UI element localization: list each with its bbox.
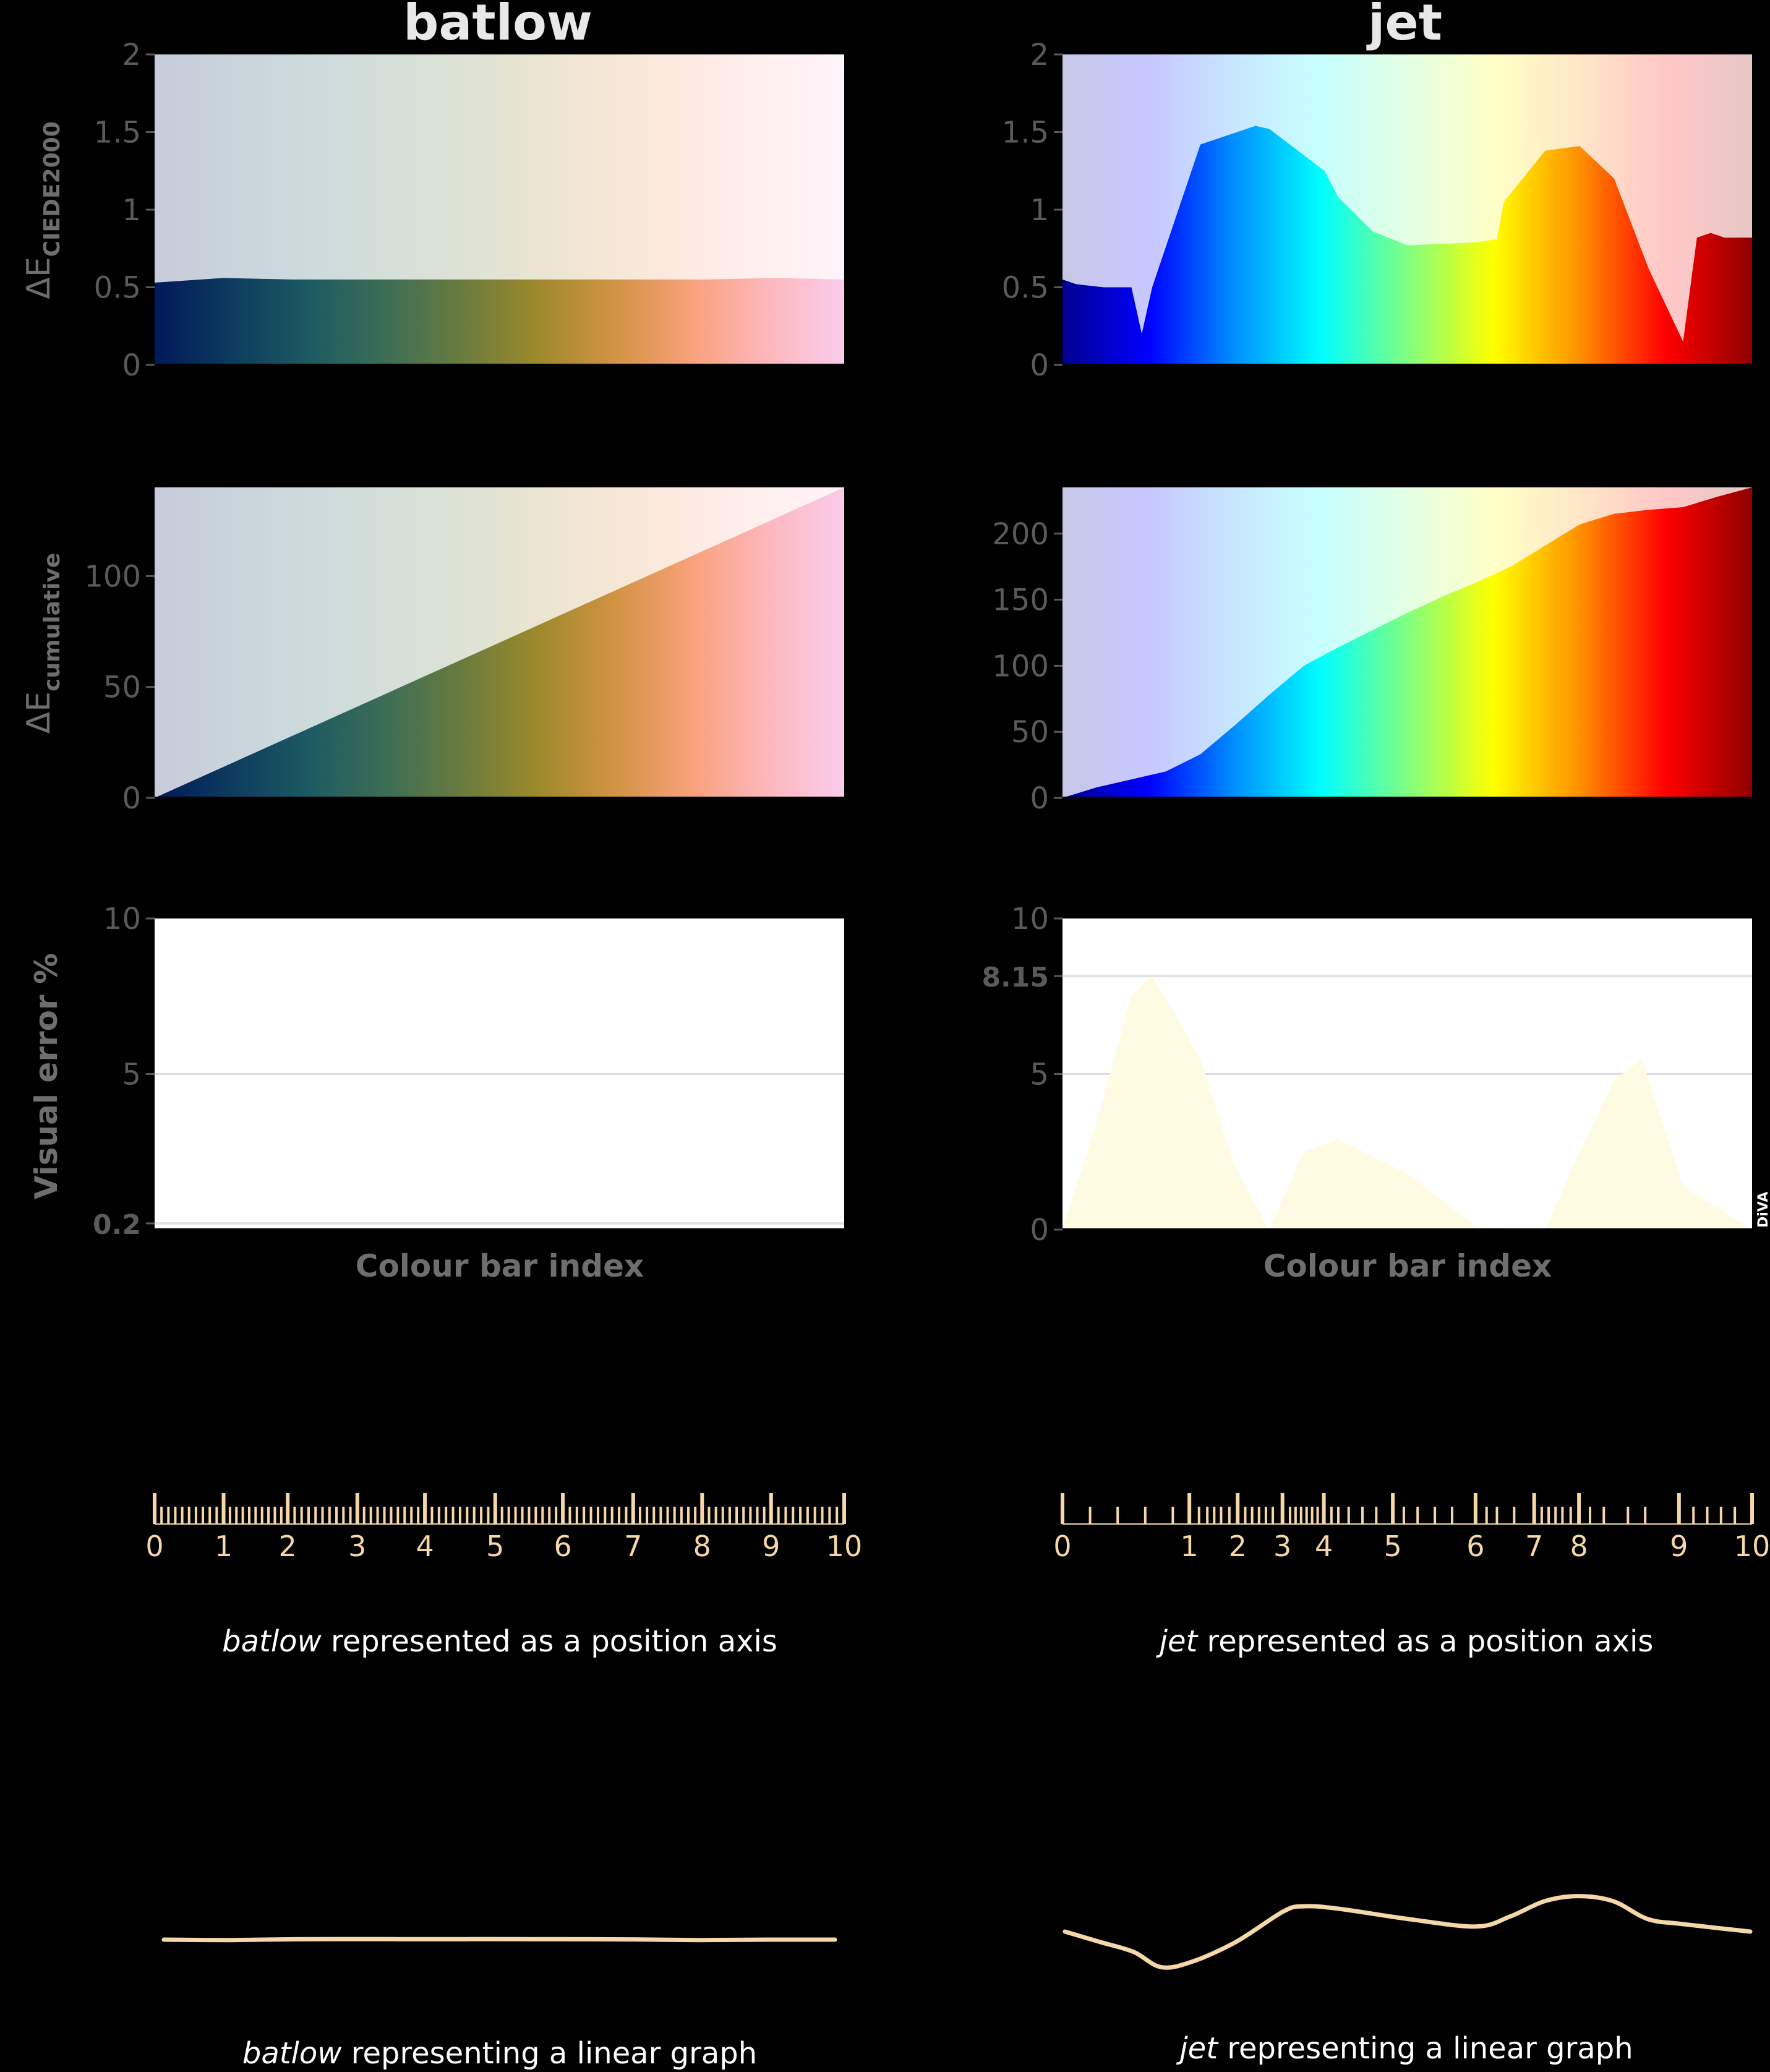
y-tick-label: 50 <box>1011 715 1049 750</box>
title-batlow: batlow <box>403 0 592 51</box>
major-tick-label: 2 <box>1229 1530 1247 1563</box>
svg-text:ΔEcumulative: ΔEcumulative <box>20 553 65 734</box>
major-tick-label: 6 <box>1466 1530 1484 1563</box>
ylabel-delta-e-cumulative: ΔEcumulative <box>20 553 65 734</box>
ylabel-cumulative-subscript: cumulative <box>40 553 65 691</box>
chart-jet-delta-e: 0 0.5 1 1.5 2 <box>1002 38 1752 383</box>
area-series <box>1062 487 1752 798</box>
caption-batlow-position-axis: batlow represented as a position axis <box>222 1624 777 1659</box>
major-tick-label: 10 <box>826 1530 863 1563</box>
svg-text:ΔECIEDE2000: ΔECIEDE2000 <box>20 121 65 299</box>
caption-jet-graph-name: jet <box>1176 2031 1219 2066</box>
y-tick-label: 100 <box>84 559 141 594</box>
ylabel-delta-e-ciede2000: ΔECIEDE2000 <box>20 121 65 299</box>
watermark-text: DiVA <box>1756 1192 1770 1228</box>
y-tick-label: 150 <box>992 583 1049 618</box>
caption-batlow-axis-name: batlow <box>222 1624 322 1659</box>
caption-jet-axis-rest: represented as a position axis <box>1197 1624 1653 1659</box>
chart-jet-visual-error: 0 5 8.15 10 <box>981 902 1752 1248</box>
chart-jet-cumulative: 0 50 100 150 200 <box>992 487 1752 816</box>
caption-batlow-linear-graph: batlow representing a linear graph <box>242 2036 757 2071</box>
title-jet: jet <box>1366 0 1442 51</box>
xlabel-jet: Colour bar index <box>1263 1248 1552 1284</box>
caption-jet-graph-rest: representing a linear graph <box>1218 2031 1633 2066</box>
linear-graph-line <box>1062 1894 1753 1970</box>
major-tick-label: 5 <box>486 1530 504 1563</box>
major-tick-label: 5 <box>1383 1530 1401 1563</box>
y-tick-label: 200 <box>992 517 1049 552</box>
y-tick-label: 0 <box>122 781 141 816</box>
area-series <box>155 278 844 365</box>
major-tick-label: 8 <box>693 1530 711 1563</box>
y-tick-label: 0.5 <box>1002 271 1049 306</box>
y-tick-label: 10 <box>1011 902 1049 936</box>
y-tick-label: 5 <box>1030 1058 1049 1092</box>
caption-batlow-axis-rest: represented as a position axis <box>322 1624 777 1659</box>
major-tick-label: 4 <box>416 1530 434 1563</box>
y-tick-label: 1 <box>1030 193 1049 228</box>
major-tick-label: 10 <box>1734 1530 1770 1563</box>
major-tick-label: 0 <box>1053 1530 1071 1563</box>
linear-graph-line <box>161 1937 837 1943</box>
y-tick-label: 0.5 <box>94 271 141 306</box>
chart-batlow-delta-e: 0 0.5 1 1.5 2 <box>94 38 844 383</box>
chart-batlow-linear-graph <box>161 1937 837 1943</box>
caption-jet-axis-name: jet <box>1156 1624 1199 1659</box>
major-tick-label: 0 <box>145 1530 163 1563</box>
xlabel-batlow: Colour bar index <box>356 1248 644 1284</box>
caption-jet-linear-graph: jet representing a linear graph <box>1176 2031 1633 2066</box>
ylabel-visual-error: Visual error % <box>28 953 64 1199</box>
major-tick-label: 3 <box>348 1530 366 1563</box>
chart-batlow-position-axis: 0 1 2 3 4 5 6 7 8 9 10 <box>145 1493 862 1563</box>
caption-batlow-graph-name: batlow <box>242 2036 342 2071</box>
major-tick-label: 4 <box>1315 1530 1333 1563</box>
major-tick-label: 7 <box>1525 1530 1543 1563</box>
chart-batlow-visual-error: 0.2 5 10 <box>93 902 844 1241</box>
area-series <box>155 487 844 798</box>
major-tick-label: 1 <box>215 1530 233 1563</box>
major-tick-label: 9 <box>1670 1530 1688 1563</box>
y-tick-label: 0 <box>1030 781 1049 816</box>
y-tick-label: 1.5 <box>94 116 141 150</box>
major-tick-label: 9 <box>762 1530 780 1563</box>
y-tick-label: 0 <box>122 348 141 383</box>
major-tick-label: 8 <box>1570 1530 1588 1563</box>
y-tick-label: 1.5 <box>1002 116 1049 150</box>
ylabel-visual-error-text: Visual error % <box>28 953 64 1199</box>
chart-jet-linear-graph <box>1062 1894 1753 1970</box>
y-tick-label: 100 <box>992 649 1049 683</box>
y-tick-label: 1 <box>122 193 141 228</box>
area-series <box>1062 126 1752 365</box>
y-tick-label: 8.15 <box>981 962 1049 993</box>
major-tick-label: 1 <box>1181 1530 1199 1563</box>
chart-jet-position-axis: 0 1 2 3 4 5 6 7 8 9 10 <box>1053 1493 1770 1563</box>
major-tick-label: 6 <box>554 1530 571 1563</box>
caption-batlow-graph-rest: representing a linear graph <box>342 2036 758 2071</box>
y-tick-label: 2 <box>122 38 141 72</box>
y-tick-label: 10 <box>103 902 141 936</box>
ylabel-ciede2000-subscript: CIEDE2000 <box>40 121 65 257</box>
ylabel-delta-e-main: ΔE <box>20 257 58 299</box>
major-tick-label: 7 <box>624 1530 642 1563</box>
ylabel-cumulative-main: ΔE <box>20 691 58 734</box>
y-tick-label: 0 <box>1030 348 1049 383</box>
chart-batlow-cumulative: 0 50 100 <box>84 487 844 816</box>
y-tick-label: 0.2 <box>93 1209 141 1241</box>
major-tick-label: 3 <box>1273 1530 1291 1563</box>
y-tick-label: 50 <box>103 670 141 705</box>
watermark: DiVA <box>1756 1192 1770 1228</box>
y-tick-label: 0 <box>1030 1213 1049 1248</box>
y-tick-label: 2 <box>1030 38 1049 72</box>
y-tick-label: 5 <box>122 1058 141 1092</box>
area-series <box>1062 976 1752 1230</box>
caption-jet-position-axis: jet represented as a position axis <box>1156 1624 1654 1659</box>
major-tick-label: 2 <box>279 1530 297 1563</box>
